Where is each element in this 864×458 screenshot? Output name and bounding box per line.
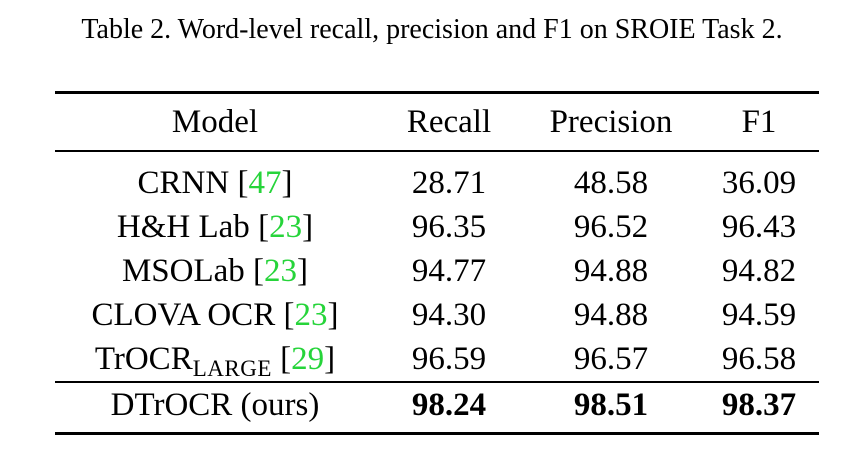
model-name: TrOCR	[94, 341, 193, 377]
model-name: MSOLab	[121, 253, 254, 289]
precision-value: 94.88	[573, 253, 649, 289]
header-f1: F1	[741, 104, 777, 140]
header-recall: Recall	[406, 104, 492, 140]
table-row-ours: DTrOCR (ours) 98.24 98.51 98.37	[55, 383, 819, 427]
recall-value: 28.71	[411, 165, 487, 201]
precision-value: 48.58	[573, 165, 649, 201]
model-subscript: LARGE	[192, 356, 272, 381]
model-cell: MSOLab [23]	[121, 253, 309, 289]
f1-value: 98.37	[721, 387, 797, 423]
recall-value: 94.30	[411, 297, 487, 333]
table-row: H&H Lab [23] 96.35 96.52 96.43	[55, 205, 819, 249]
header-precision: Precision	[549, 104, 673, 140]
citation-link[interactable]: 23	[269, 209, 303, 245]
f1-value: 94.59	[721, 297, 797, 333]
recall-value: 96.35	[411, 209, 487, 245]
header-row: Model Recall Precision F1	[55, 100, 819, 144]
top-rule	[55, 91, 819, 94]
precision-value: 96.52	[573, 209, 649, 245]
model-cell: TrOCRLARGE [29]	[94, 341, 336, 381]
citation-link[interactable]: 23	[264, 253, 298, 289]
f1-value: 94.82	[721, 253, 797, 289]
model-cell: CRNN [47]	[137, 165, 293, 201]
model-name: CRNN	[137, 165, 238, 201]
recall-value: 94.77	[411, 253, 487, 289]
f1-value: 36.09	[721, 165, 797, 201]
precision-value: 98.51	[573, 387, 649, 423]
table-row: CRNN [47] 28.71 48.58 36.09	[55, 161, 819, 205]
table-row: CLOVA OCR [23] 94.30 94.88 94.59	[55, 293, 819, 337]
separator-rule	[55, 381, 819, 383]
table-row: MSOLab [23] 94.77 94.88 94.82	[55, 249, 819, 293]
model-name: CLOVA OCR	[91, 297, 284, 333]
header-rule	[55, 150, 819, 152]
header-model: Model	[171, 104, 259, 140]
model-cell: CLOVA OCR [23]	[91, 297, 339, 333]
model-name: H&H Lab	[116, 209, 259, 245]
precision-value: 96.57	[573, 341, 649, 377]
f1-value: 96.43	[721, 209, 797, 245]
recall-value: 96.59	[411, 341, 487, 377]
model-cell: H&H Lab [23]	[116, 209, 314, 245]
citation-link[interactable]: 23	[294, 297, 328, 333]
citation-link[interactable]: 47	[248, 165, 282, 201]
table-row: TrOCRLARGE [29] 96.59 96.57 96.58	[55, 337, 819, 381]
citation-link[interactable]: 29	[291, 341, 325, 377]
bottom-rule	[55, 432, 819, 435]
table-caption: Table 2. Word-level recall, precision an…	[81, 14, 783, 45]
recall-value: 98.24	[411, 387, 487, 423]
precision-value: 94.88	[573, 297, 649, 333]
model-name: DTrOCR (ours)	[110, 387, 320, 423]
f1-value: 96.58	[721, 341, 797, 377]
